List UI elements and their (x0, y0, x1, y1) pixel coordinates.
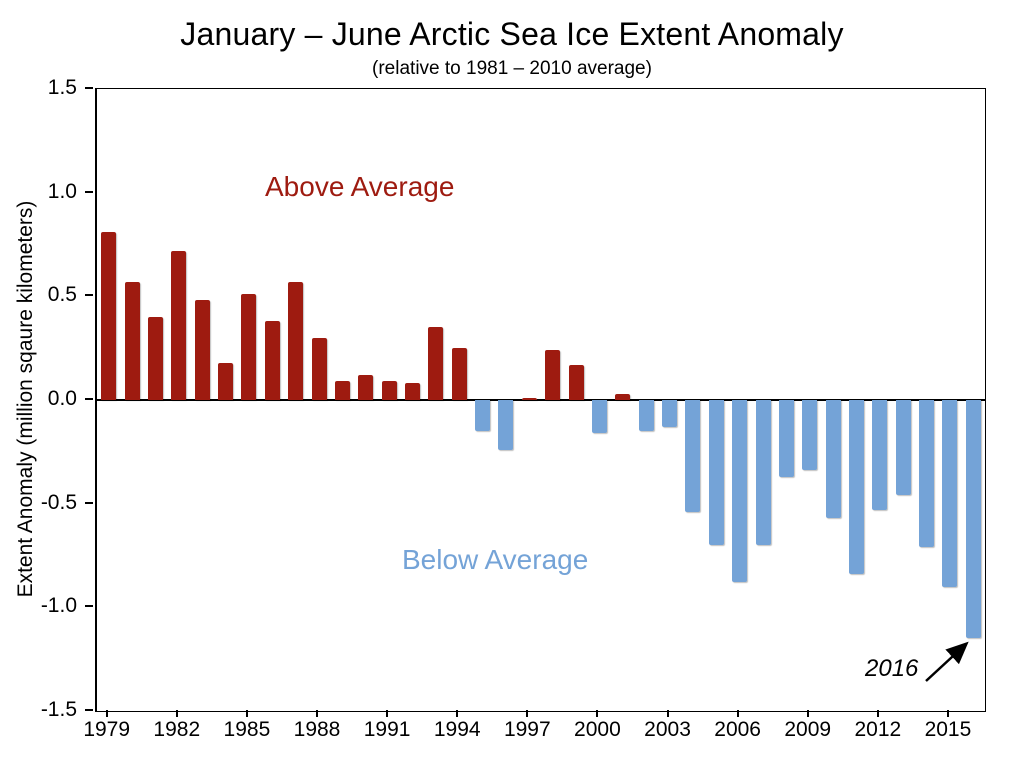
bar-2013 (895, 400, 911, 496)
xtick-label-1994: 1994 (433, 718, 481, 741)
bar-1999 (568, 364, 584, 400)
xtick-mark (245, 710, 248, 717)
annotation-above-average: Above Average (265, 171, 455, 202)
bar-2008 (778, 400, 794, 477)
bar-2002 (638, 400, 654, 432)
bar-1991 (381, 381, 397, 400)
xtick-mark (736, 710, 739, 717)
zero-line (97, 399, 985, 401)
bar-1998 (545, 350, 561, 400)
bar-2015 (942, 400, 958, 587)
bar-2009 (802, 400, 818, 471)
bar-1979 (101, 232, 117, 400)
bar-2006 (732, 400, 748, 583)
ytick-label--1.5: -1.5 (40, 698, 77, 721)
xtick-label-2012: 2012 (854, 718, 902, 741)
xtick-mark (105, 710, 108, 717)
bar-1997 (521, 397, 537, 400)
xtick-mark (175, 710, 178, 717)
ytick-mark (85, 398, 93, 400)
annotation-2016-label: 2016 (865, 655, 919, 682)
bar-2011 (848, 400, 864, 575)
bar-1989 (334, 381, 350, 400)
ytick-mark (85, 87, 93, 89)
bar-2000 (591, 400, 607, 434)
xtick-mark (526, 710, 529, 717)
y-axis: 1.5 1.0 0.5 0.0 -0.5 -1.0 -1.5 (0, 76, 93, 721)
bar-1992 (404, 383, 420, 400)
bar-1980 (124, 281, 140, 400)
plot-area: Above Average Below Average 2016 (95, 88, 986, 712)
xtick-label-2015: 2015 (924, 718, 972, 741)
xtick-mark (386, 710, 389, 717)
bar-1996 (498, 400, 514, 450)
xtick-label-1979: 1979 (83, 718, 131, 741)
bar-2007 (755, 400, 771, 546)
bar-1993 (428, 327, 444, 400)
bar-1995 (475, 400, 491, 432)
bar-1985 (241, 294, 257, 400)
bar-1994 (451, 348, 467, 400)
bar-2012 (872, 400, 888, 510)
ytick-mark (85, 501, 93, 504)
xtick-mark (946, 710, 949, 717)
bar-2004 (685, 400, 701, 512)
xtick-label-1997: 1997 (503, 718, 551, 741)
bar-1984 (218, 362, 234, 400)
ytick-label--0.5: -0.5 (40, 490, 77, 514)
xtick-mark (806, 710, 809, 717)
ytick-mark (85, 709, 93, 711)
xtick-label-2003: 2003 (644, 718, 691, 741)
ytick-label-1.5: 1.5 (47, 76, 77, 99)
chart-title: January – June Arctic Sea Ice Extent Ano… (180, 16, 844, 52)
ytick-label--1.0: -1.0 (40, 594, 77, 618)
bar-1988 (311, 337, 327, 400)
bar-1990 (358, 375, 374, 400)
bar-2014 (919, 400, 935, 548)
bar-1986 (264, 321, 280, 400)
xtick-label-2000: 2000 (574, 718, 621, 741)
ytick-label-0.5: 0.5 (47, 283, 77, 307)
bar-2010 (825, 400, 841, 519)
xtick-label-2009: 2009 (784, 718, 832, 741)
bar-2003 (662, 400, 678, 427)
xtick-mark (316, 710, 318, 717)
chart-subtitle: (relative to 1981 – 2010 average) (372, 58, 652, 79)
bar-1987 (288, 281, 304, 400)
ytick-label-0.0: 0.0 (47, 387, 77, 410)
bar-1983 (194, 300, 210, 400)
bar-2016 (965, 400, 981, 639)
annotation-below-average: Below Average (402, 544, 589, 575)
xtick-mark (876, 710, 879, 717)
xtick-label-1988: 1988 (293, 718, 341, 741)
bar-1982 (171, 250, 187, 400)
ytick-mark (85, 605, 93, 608)
bar-2001 (615, 393, 631, 400)
xtick-label-1985: 1985 (223, 718, 271, 741)
xtick-mark (666, 710, 669, 717)
ytick-mark (85, 190, 93, 193)
xtick-mark (456, 710, 459, 717)
ytick-label-1.0: 1.0 (47, 179, 77, 203)
xtick-mark (596, 710, 599, 717)
xtick-label-2006: 2006 (714, 718, 761, 741)
bar-2005 (708, 400, 724, 546)
bar-1981 (147, 317, 163, 400)
xtick-label-1991: 1991 (363, 718, 411, 741)
ytick-mark (85, 294, 93, 297)
annotation-arrow-icon (925, 641, 969, 682)
x-axis: 1979 1982 1985 1988 1991 1994 1997 2000 2003 2006… (83, 710, 983, 744)
xtick-label-1982: 1982 (153, 718, 201, 741)
